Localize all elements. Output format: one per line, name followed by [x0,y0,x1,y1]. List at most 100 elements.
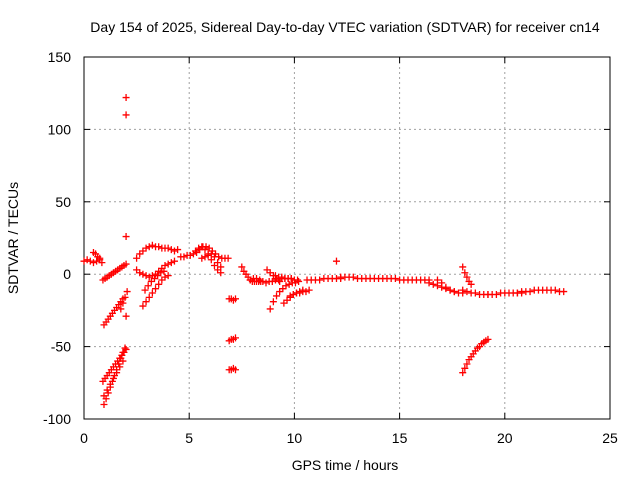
data-point [287,275,295,283]
data-point [296,289,304,297]
data-point [145,243,153,251]
x-axis-ticks: 0 5 10 15 20 25 [80,57,618,446]
series-spikes-7.0 [225,295,239,374]
data-point [253,275,261,283]
data-point [259,277,267,285]
data-point [305,286,313,294]
data-point [170,257,178,265]
data-point [246,276,254,284]
data-point [160,267,168,275]
data-point [461,364,469,372]
data-point [167,259,175,267]
data-point [433,276,441,284]
data-point [463,288,471,296]
data-point [98,259,106,267]
series-arc-9.2 [271,272,295,283]
series-arc-1.0e [100,357,127,400]
data-point [83,256,91,264]
data-points [80,94,568,409]
data-point [113,369,121,377]
series-arc-18.0a [459,286,492,298]
data-point [148,241,156,249]
series-spike-12 [332,257,340,265]
chart-title: Day 154 of 2025, Sidereal Day-to-day VTE… [90,19,600,35]
data-point [119,299,127,307]
data-point [186,251,194,259]
data-point [271,272,279,280]
data-point [471,289,479,297]
series-arc-16.8 [433,276,458,296]
data-point [262,279,270,287]
data-point [276,277,284,285]
data-point [145,273,153,281]
data-point [266,305,274,313]
x-axis-label: GPS time / hours [292,457,399,473]
data-point [106,380,114,388]
series-arc-19.2 [484,288,526,298]
data-point [560,288,568,296]
data-point [100,392,108,400]
data-point [231,334,239,342]
data-point [123,288,131,296]
data-point [391,275,399,283]
data-point [278,273,286,281]
data-point [136,269,144,277]
x-tick-label: 10 [287,430,303,446]
data-point [96,254,104,262]
y-tick-label: -100 [43,411,71,427]
data-point [180,253,188,261]
series-arc-2.5b [133,257,178,281]
series-arc-18.0b [459,263,475,288]
series-arc-14.5 [383,275,433,284]
data-point [302,288,310,296]
data-point [133,254,141,262]
data-point [484,335,492,343]
data-point [269,298,277,306]
data-point [116,363,124,371]
data-point [80,257,88,265]
data-point [256,276,264,284]
data-point [119,357,127,365]
data-point [145,293,153,301]
data-point [526,288,534,296]
data-point [492,290,500,298]
data-point [155,280,163,288]
data-point [450,288,458,296]
x-tick-label: 20 [497,430,513,446]
grid-lines [84,57,610,419]
data-point [217,263,225,271]
data-point [201,246,209,254]
data-point [122,233,130,241]
y-tick-label: 150 [48,49,72,65]
data-point [148,289,156,297]
data-point [442,283,450,291]
data-point [463,360,471,368]
data-point [117,305,125,313]
data-point [170,247,178,255]
data-point [122,94,130,102]
y-tick-label: 100 [48,121,72,137]
series-arc-1.0b [100,295,127,329]
y-axis-label: SDTVAR / TECUs [5,182,21,294]
data-point [152,285,160,293]
series-arc-2.8 [139,272,172,310]
data-point [121,293,129,301]
data-point [142,272,150,280]
series-arc-18.0c [459,335,492,377]
data-point [551,286,559,294]
data-point [122,312,130,320]
data-point [210,253,218,261]
data-point [164,260,172,268]
data-point [289,290,297,298]
data-point [201,253,209,261]
series-arc-0.5 [89,248,106,267]
data-point [459,369,467,377]
y-axis-ticks: -100 -50 0 50 100 150 [43,49,610,427]
data-point [161,273,169,281]
data-point [273,292,281,300]
series-arc-10.7 [303,275,345,284]
series-arc-3.0 [141,267,168,294]
data-point [214,259,222,267]
data-point [285,280,293,288]
series-arc-1.8 [117,288,131,313]
